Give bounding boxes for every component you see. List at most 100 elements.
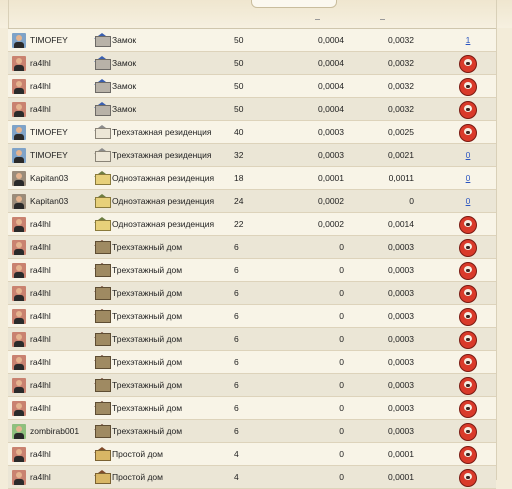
row-action[interactable] bbox=[454, 54, 482, 73]
player-name[interactable]: ra4lhl bbox=[30, 311, 51, 321]
player-name[interactable]: ra4lhl bbox=[30, 380, 51, 390]
boar-attack-icon[interactable] bbox=[459, 285, 477, 303]
player-name[interactable]: zombirab001 bbox=[30, 426, 80, 436]
boar-attack-icon[interactable] bbox=[459, 400, 477, 418]
avatar[interactable] bbox=[12, 309, 26, 324]
row-action[interactable]: 0 bbox=[454, 146, 482, 164]
boar-attack-icon[interactable] bbox=[459, 331, 477, 349]
avatar[interactable] bbox=[12, 240, 26, 255]
player-name[interactable]: TIMOFEY bbox=[30, 127, 68, 137]
player-name[interactable]: ra4lhl bbox=[30, 242, 51, 252]
house-3-icon bbox=[94, 377, 111, 393]
boar-attack-icon[interactable] bbox=[459, 216, 477, 234]
row-action[interactable]: 0 bbox=[454, 192, 482, 210]
player-name[interactable]: ra4lhl bbox=[30, 58, 51, 68]
player-name[interactable]: ra4lhl bbox=[30, 219, 51, 229]
avatar[interactable] bbox=[12, 33, 26, 48]
player-name[interactable]: ra4lhl bbox=[30, 449, 51, 459]
player-name[interactable]: Kapitan03 bbox=[30, 196, 69, 206]
row-action[interactable] bbox=[454, 123, 482, 142]
building-name: Замок bbox=[112, 104, 137, 114]
boar-attack-icon[interactable] bbox=[459, 354, 477, 372]
player-name[interactable]: ra4lhl bbox=[30, 104, 51, 114]
boar-attack-icon[interactable] bbox=[459, 101, 477, 119]
row-action[interactable] bbox=[454, 445, 482, 464]
avatar[interactable] bbox=[12, 125, 26, 140]
boar-attack-icon[interactable] bbox=[459, 262, 477, 280]
row-action[interactable] bbox=[454, 215, 482, 234]
table-row: TIMOFEY Трехэтажная резиденция 40 0,0003 0,0… bbox=[8, 121, 496, 144]
avatar[interactable] bbox=[12, 171, 26, 186]
top-tab-handle[interactable] bbox=[251, 0, 337, 8]
row-action[interactable]: 1 bbox=[454, 31, 482, 49]
rate-value: 0,0004 bbox=[318, 35, 344, 45]
rate-value-2: 0,0011 bbox=[388, 173, 414, 183]
row-action[interactable] bbox=[454, 468, 482, 487]
row-action[interactable] bbox=[454, 422, 482, 441]
avatar[interactable] bbox=[12, 447, 26, 462]
player-name[interactable]: ra4lhl bbox=[30, 334, 51, 344]
count-link[interactable]: 0 bbox=[465, 150, 471, 160]
count-link[interactable]: 0 bbox=[465, 173, 471, 183]
avatar[interactable] bbox=[12, 148, 26, 163]
rate-value: 0 bbox=[339, 242, 344, 252]
row-action[interactable] bbox=[454, 330, 482, 349]
rate-value-2: 0,0003 bbox=[388, 265, 414, 275]
boar-attack-icon[interactable] bbox=[459, 377, 477, 395]
row-action[interactable] bbox=[454, 376, 482, 395]
count-link[interactable]: 0 bbox=[465, 196, 471, 206]
table-row: ra4lhl Замок 50 0,0004 0,0032 bbox=[8, 98, 496, 121]
row-action[interactable] bbox=[454, 307, 482, 326]
table-row: ra4lhl Трехэтажный дом 6 0 0,0003 bbox=[8, 282, 496, 305]
avatar[interactable] bbox=[12, 263, 26, 278]
player-name[interactable]: TIMOFEY bbox=[30, 150, 68, 160]
boar-attack-icon[interactable] bbox=[459, 124, 477, 142]
row-action[interactable] bbox=[454, 261, 482, 280]
row-action[interactable] bbox=[454, 284, 482, 303]
avatar[interactable] bbox=[12, 401, 26, 416]
boar-attack-icon[interactable] bbox=[459, 469, 477, 487]
count-link[interactable]: 1 bbox=[465, 35, 471, 45]
rate-value-2: 0,0032 bbox=[388, 58, 414, 68]
avatar[interactable] bbox=[12, 217, 26, 232]
avatar[interactable] bbox=[12, 355, 26, 370]
building-name: Трехэтажный дом bbox=[112, 380, 183, 390]
player-name[interactable]: Kapitan03 bbox=[30, 173, 69, 183]
avatar[interactable] bbox=[12, 332, 26, 347]
building-name: Одноэтажная резиденция bbox=[112, 196, 215, 206]
player-name[interactable]: ra4lhl bbox=[30, 357, 51, 367]
row-action[interactable] bbox=[454, 100, 482, 119]
building-value: 6 bbox=[234, 426, 239, 436]
boar-attack-icon[interactable] bbox=[459, 446, 477, 464]
rate-value: 0 bbox=[339, 449, 344, 459]
row-action[interactable] bbox=[454, 77, 482, 96]
rate-value: 0,0002 bbox=[318, 219, 344, 229]
boar-attack-icon[interactable] bbox=[459, 239, 477, 257]
row-action[interactable]: 0 bbox=[454, 169, 482, 187]
boar-attack-icon[interactable] bbox=[459, 78, 477, 96]
avatar[interactable] bbox=[12, 102, 26, 117]
row-action[interactable] bbox=[454, 353, 482, 372]
player-name[interactable]: ra4lhl bbox=[30, 403, 51, 413]
rate-value-2: 0,0003 bbox=[388, 403, 414, 413]
avatar[interactable] bbox=[12, 79, 26, 94]
player-name[interactable]: ra4lhl bbox=[30, 81, 51, 91]
building-value: 6 bbox=[234, 242, 239, 252]
boar-attack-icon[interactable] bbox=[459, 308, 477, 326]
avatar[interactable] bbox=[12, 424, 26, 439]
avatar[interactable] bbox=[12, 194, 26, 209]
boar-attack-icon[interactable] bbox=[459, 55, 477, 73]
rate-value: 0 bbox=[339, 334, 344, 344]
avatar[interactable] bbox=[12, 378, 26, 393]
row-action[interactable] bbox=[454, 399, 482, 418]
building-name: Трехэтажный дом bbox=[112, 242, 183, 252]
avatar[interactable] bbox=[12, 470, 26, 485]
player-name[interactable]: TIMOFEY bbox=[30, 35, 68, 45]
player-name[interactable]: ra4lhl bbox=[30, 288, 51, 298]
avatar[interactable] bbox=[12, 56, 26, 71]
player-name[interactable]: ra4lhl bbox=[30, 472, 51, 482]
avatar[interactable] bbox=[12, 286, 26, 301]
boar-attack-icon[interactable] bbox=[459, 423, 477, 441]
player-name[interactable]: ra4lhl bbox=[30, 265, 51, 275]
row-action[interactable] bbox=[454, 238, 482, 257]
